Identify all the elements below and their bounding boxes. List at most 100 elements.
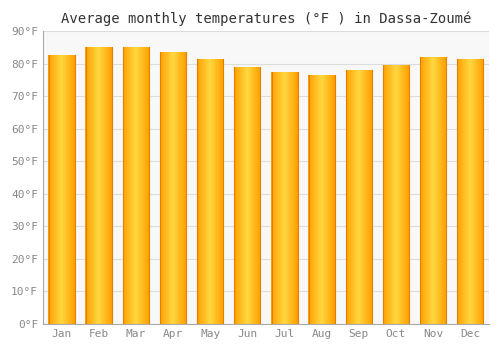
Bar — [401, 65, 402, 324]
Bar — [68, 55, 69, 324]
Bar — [326, 75, 327, 324]
Bar — [402, 65, 403, 324]
Bar — [87, 47, 88, 324]
Bar — [436, 57, 437, 324]
Bar — [147, 47, 148, 324]
Bar — [296, 72, 297, 324]
Bar — [51, 55, 52, 324]
Bar — [208, 58, 209, 324]
Bar — [200, 58, 201, 324]
Bar — [431, 57, 432, 324]
Bar — [314, 75, 315, 324]
Bar — [258, 67, 259, 324]
Bar — [286, 72, 287, 324]
Bar — [312, 75, 313, 324]
Bar — [223, 58, 224, 324]
Bar — [421, 57, 422, 324]
Bar — [428, 57, 429, 324]
Bar — [171, 52, 172, 324]
Bar — [427, 57, 428, 324]
Bar — [171, 52, 172, 324]
Bar — [424, 57, 425, 324]
Bar — [143, 47, 144, 324]
Bar — [184, 52, 185, 324]
Bar — [275, 72, 276, 324]
Bar — [213, 58, 214, 324]
Bar — [328, 75, 329, 324]
Bar — [125, 47, 126, 324]
Bar — [359, 70, 360, 324]
Bar — [478, 58, 479, 324]
Bar — [397, 65, 398, 324]
Bar — [321, 75, 322, 324]
Bar — [354, 70, 355, 324]
Bar — [185, 52, 186, 324]
Bar — [363, 70, 364, 324]
Bar — [259, 67, 260, 324]
Bar — [173, 52, 174, 324]
Bar — [160, 52, 161, 324]
Bar — [138, 47, 139, 324]
Bar — [321, 75, 322, 324]
Bar — [48, 55, 49, 324]
Bar — [421, 57, 422, 324]
Bar — [60, 55, 61, 324]
Bar — [96, 47, 97, 324]
Bar — [62, 55, 63, 324]
Bar — [134, 47, 135, 324]
Bar — [357, 70, 358, 324]
Bar — [282, 72, 283, 324]
Bar — [353, 70, 354, 324]
Bar — [254, 67, 255, 324]
Bar — [101, 47, 102, 324]
Bar — [273, 72, 274, 324]
Bar — [284, 72, 285, 324]
Bar — [369, 70, 370, 324]
Bar — [394, 65, 395, 324]
Bar — [405, 65, 406, 324]
Bar — [91, 47, 92, 324]
Bar — [460, 58, 461, 324]
Bar — [388, 65, 389, 324]
Bar — [251, 67, 252, 324]
Bar — [241, 67, 242, 324]
Bar — [136, 47, 137, 324]
Bar — [105, 47, 106, 324]
Bar — [63, 55, 64, 324]
Bar — [408, 65, 409, 324]
Bar — [347, 70, 348, 324]
Bar — [279, 72, 280, 324]
Bar — [311, 75, 312, 324]
Bar — [95, 47, 96, 324]
Bar — [161, 52, 162, 324]
Bar — [442, 57, 443, 324]
Bar — [476, 58, 477, 324]
Bar — [222, 58, 223, 324]
Bar — [242, 67, 243, 324]
Bar — [481, 58, 482, 324]
Bar — [216, 58, 217, 324]
Bar — [201, 58, 202, 324]
Bar — [92, 47, 93, 324]
Bar — [443, 57, 444, 324]
Bar — [209, 58, 210, 324]
Bar — [289, 72, 290, 324]
Bar — [351, 70, 352, 324]
Bar — [72, 55, 73, 324]
Bar — [199, 58, 200, 324]
Bar — [259, 67, 260, 324]
Bar — [365, 70, 366, 324]
Bar — [165, 52, 166, 324]
Bar — [474, 58, 475, 324]
Bar — [386, 65, 387, 324]
Bar — [58, 55, 59, 324]
Bar — [174, 52, 175, 324]
Bar — [239, 67, 240, 324]
Bar — [361, 70, 362, 324]
Bar — [391, 65, 392, 324]
Bar — [88, 47, 89, 324]
Bar — [297, 72, 298, 324]
Bar — [86, 47, 87, 324]
Bar — [332, 75, 333, 324]
Bar — [352, 70, 353, 324]
